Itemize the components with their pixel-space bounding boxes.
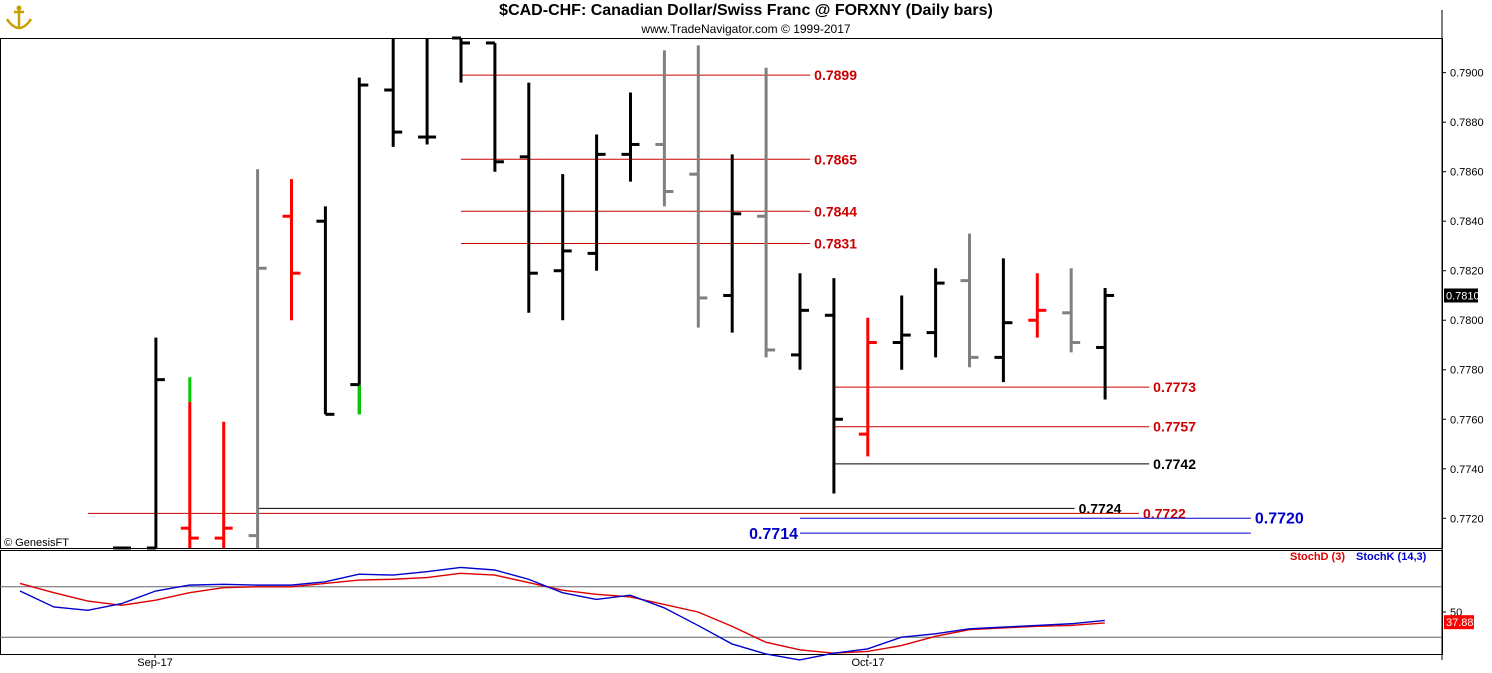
price-bar	[621, 92, 640, 182]
price-bar	[689, 45, 708, 328]
last-price-box	[1444, 288, 1478, 303]
chart-frame	[0, 10, 1443, 660]
y-tick-label: 0.7740	[1450, 464, 1484, 476]
y-tick-label: 0.7760	[1450, 414, 1484, 426]
legend-stochd: StochD (3)	[1290, 551, 1345, 563]
stoch-k-line	[19, 566, 1105, 661]
price-bar	[214, 421, 233, 548]
price-bars	[113, 36, 1115, 550]
x-tick-label: Sep-17	[137, 657, 172, 669]
price-bar	[824, 278, 843, 494]
level-label: 0.7720	[1255, 510, 1304, 527]
price-bar	[791, 273, 809, 370]
price-bar	[350, 77, 369, 415]
price-bar	[553, 174, 572, 321]
watermark: © GenesisFT	[4, 537, 69, 549]
anchor-logo-icon	[5, 5, 33, 30]
level-label: 0.7831	[814, 235, 857, 251]
price-bar	[1096, 288, 1115, 400]
date-axis: Sep-17 Oct-17	[137, 654, 885, 669]
level-label: 0.7742	[1153, 456, 1196, 472]
price-bar	[316, 206, 335, 416]
price-bar	[960, 233, 979, 368]
y-tick-label: 0.7820	[1450, 266, 1484, 278]
price-bar	[1062, 268, 1081, 353]
level-label: 0.7714	[749, 526, 798, 543]
price-bar	[723, 154, 742, 333]
stoch-d-line	[19, 572, 1105, 654]
main-panel-border	[0, 38, 1443, 549]
price-bar	[180, 377, 199, 548]
y-tick-label: 0.7880	[1450, 117, 1484, 129]
support-resistance-levels: 0.7899 0.7865 0.7844 0.7831 0.7773 0.7757 0.77…	[88, 67, 1304, 543]
level-label: 0.7899	[814, 67, 857, 83]
price-bar	[146, 337, 165, 550]
price-bar	[452, 36, 470, 83]
price-bar	[587, 134, 606, 271]
y-tick-label: 0.7900	[1450, 68, 1484, 80]
price-bar	[926, 268, 945, 358]
level-label: 0.7773	[1153, 379, 1196, 395]
price-bar	[892, 295, 911, 370]
y-tick-label: 0.7780	[1450, 365, 1484, 377]
price-bar	[485, 41, 504, 172]
price-axis: 0.7720 0.7740 0.7760 0.7780 0.7800 0.7820 0.78…	[1442, 68, 1484, 525]
price-bar	[282, 179, 301, 321]
stoch-last-value-box	[1444, 615, 1474, 630]
y-tick-label: 0.7840	[1450, 216, 1484, 228]
price-bar	[858, 317, 877, 457]
price-bar	[418, 38, 437, 145]
y-tick-label: 0.7800	[1450, 315, 1484, 327]
level-label: 0.7722	[1143, 505, 1186, 521]
y-tick-label: 0.7860	[1450, 167, 1484, 179]
x-tick-label: Oct-17	[851, 657, 884, 669]
y-tick-label: 0.7720	[1450, 513, 1484, 525]
stoch-last-value-label: 37.88	[1446, 617, 1474, 629]
chart-subtitle: www.TradeNavigator.com © 1999-2017	[641, 22, 851, 36]
price-bar	[248, 169, 267, 548]
level-label: 0.7757	[1153, 419, 1196, 435]
level-label: 0.7865	[814, 151, 857, 167]
price-bar	[757, 67, 776, 358]
price-bar	[655, 50, 674, 207]
price-bar	[519, 82, 538, 313]
legend-stochk: StochK (14,3)	[1356, 551, 1427, 563]
price-bar	[384, 38, 403, 147]
last-price-label: 0.7810	[1446, 290, 1480, 302]
price-bar	[994, 258, 1013, 383]
price-bar	[1028, 273, 1047, 338]
chart-title: $CAD-CHF: Canadian Dollar/Swiss Franc @ …	[499, 2, 993, 19]
level-label: 0.7724	[1079, 500, 1122, 516]
level-label: 0.7844	[814, 203, 857, 219]
